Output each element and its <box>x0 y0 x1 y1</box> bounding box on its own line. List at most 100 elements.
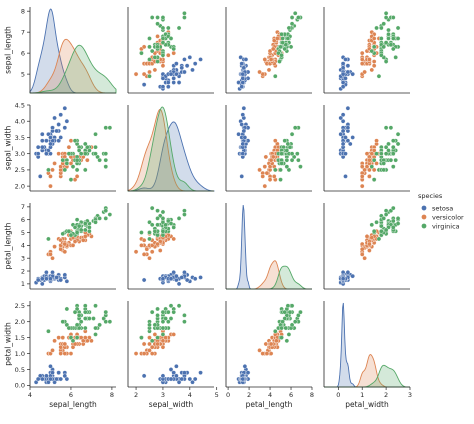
point-virginica-29 <box>286 25 292 31</box>
point-virginica-44 <box>168 36 174 41</box>
point-virginica-24 <box>82 316 88 321</box>
point-virginica-34 <box>369 164 375 169</box>
point-virginica-47 <box>160 40 166 45</box>
x-tick-label: 1 <box>360 391 364 399</box>
point-virginica-0 <box>74 217 80 222</box>
point-virginica-33 <box>155 335 160 340</box>
point-virginica-29 <box>93 151 98 156</box>
x-tick-label: 0 <box>226 391 230 399</box>
point-setosa-22 <box>176 281 182 287</box>
x-tick-label: 5 <box>215 391 219 399</box>
x-tick-label: 2 <box>247 391 251 399</box>
point-versicolor-47 <box>72 239 78 244</box>
panel-petal_width-vs-sepal_width: 2 3 4 5 sepal_width <box>127 301 219 409</box>
point-virginica-39 <box>87 225 92 230</box>
point-virginica-6 <box>46 328 51 334</box>
point-setosa-48 <box>241 65 247 71</box>
point-setosa-41 <box>239 174 245 179</box>
point-virginica-8 <box>147 36 152 41</box>
x-tick-label: 8 <box>110 391 114 399</box>
point-virginica-18 <box>103 164 109 169</box>
point-virginica-30 <box>97 322 102 328</box>
point-virginica-33 <box>279 335 284 340</box>
point-setosa-18 <box>182 57 187 62</box>
point-virginica-29 <box>374 151 379 156</box>
point-setosa-49 <box>168 71 174 77</box>
point-versicolor-34 <box>160 63 166 69</box>
point-virginica-19 <box>68 335 74 340</box>
point-virginica-31 <box>107 212 113 217</box>
point-setosa-14 <box>64 278 70 284</box>
point-virginica-35 <box>103 309 109 315</box>
point-setosa-47 <box>240 80 246 85</box>
point-virginica-44 <box>285 141 291 147</box>
point-virginica-18 <box>298 164 303 169</box>
point-versicolor-29 <box>262 164 268 169</box>
point-setosa-49 <box>168 276 174 282</box>
point-virginica-9 <box>176 303 182 309</box>
point-virginica-45 <box>82 151 88 156</box>
point-virginica-41 <box>87 228 92 234</box>
point-virginica-30 <box>155 216 160 221</box>
point-setosa-49 <box>168 376 174 382</box>
point-virginica-18 <box>149 15 155 20</box>
point-versicolor-31 <box>144 246 150 252</box>
point-versicolor-12 <box>267 177 273 182</box>
point-versicolor-41 <box>369 235 375 240</box>
point-setosa-24 <box>171 76 176 81</box>
y-tick-label: 1.5 <box>15 334 25 342</box>
point-setosa-44 <box>182 270 187 275</box>
point-setosa-6 <box>171 80 176 85</box>
point-versicolor-39 <box>367 167 372 173</box>
point-virginica-31 <box>107 319 113 325</box>
point-virginica-32 <box>155 313 160 318</box>
x-tick-label: 4 <box>28 391 32 399</box>
point-versicolor-26 <box>155 34 160 39</box>
point-virginica-34 <box>70 164 76 169</box>
point-virginica-47 <box>78 227 84 233</box>
point-virginica-5 <box>160 209 166 215</box>
point-versicolor-45 <box>364 151 370 156</box>
x-tick-label: 6 <box>289 391 293 399</box>
panel-petal_length-vs-sepal_length: 1 2 3 4 5 6 7 petal_length <box>4 203 116 290</box>
point-virginica-22 <box>103 319 109 325</box>
x-tick-label: 8 <box>310 391 314 399</box>
y-tick-label: 6 <box>21 49 25 57</box>
point-versicolor-48 <box>50 348 55 353</box>
point-setosa-49 <box>48 141 53 147</box>
point-virginica-19 <box>139 335 144 340</box>
point-virginica-33 <box>371 228 377 234</box>
point-versicolor-41 <box>274 338 279 344</box>
point-versicolor-48 <box>147 348 152 353</box>
point-virginica-43 <box>390 218 396 224</box>
legend-entry-versicolor: versicolor <box>421 213 464 221</box>
point-versicolor-48 <box>147 255 152 261</box>
point-virginica-49 <box>379 52 384 58</box>
point-setosa-32 <box>190 379 195 385</box>
point-setosa-45 <box>44 276 49 282</box>
point-virginica-10 <box>383 144 389 150</box>
point-virginica-35 <box>390 15 396 20</box>
point-setosa-14 <box>187 55 193 60</box>
point-versicolor-36 <box>371 36 377 41</box>
point-virginica-8 <box>82 325 88 331</box>
point-setosa-33 <box>240 112 246 118</box>
point-virginica-44 <box>82 141 88 147</box>
point-versicolor-35 <box>171 332 176 337</box>
panel-sepal_length-vs-sepal_length: 5 6 7 8 sepal_length <box>4 7 117 94</box>
point-versicolor-43 <box>359 174 365 179</box>
point-virginica-31 <box>182 10 187 16</box>
point-setosa-16 <box>56 122 61 127</box>
point-versicolor-21 <box>70 243 76 248</box>
point-versicolor-41 <box>160 338 166 344</box>
point-versicolor-36 <box>275 36 280 41</box>
point-setosa-18 <box>62 373 68 379</box>
point-versicolor-31 <box>264 351 270 356</box>
point-virginica-47 <box>280 319 285 325</box>
point-setosa-24 <box>44 270 49 275</box>
point-setosa-42 <box>166 84 171 90</box>
panel-petal_width-vs-petal_width: 0 1 2 3 petal_width <box>323 301 412 409</box>
point-setosa-16 <box>239 122 245 127</box>
point-versicolor-12 <box>359 50 365 56</box>
point-setosa-24 <box>44 138 49 143</box>
